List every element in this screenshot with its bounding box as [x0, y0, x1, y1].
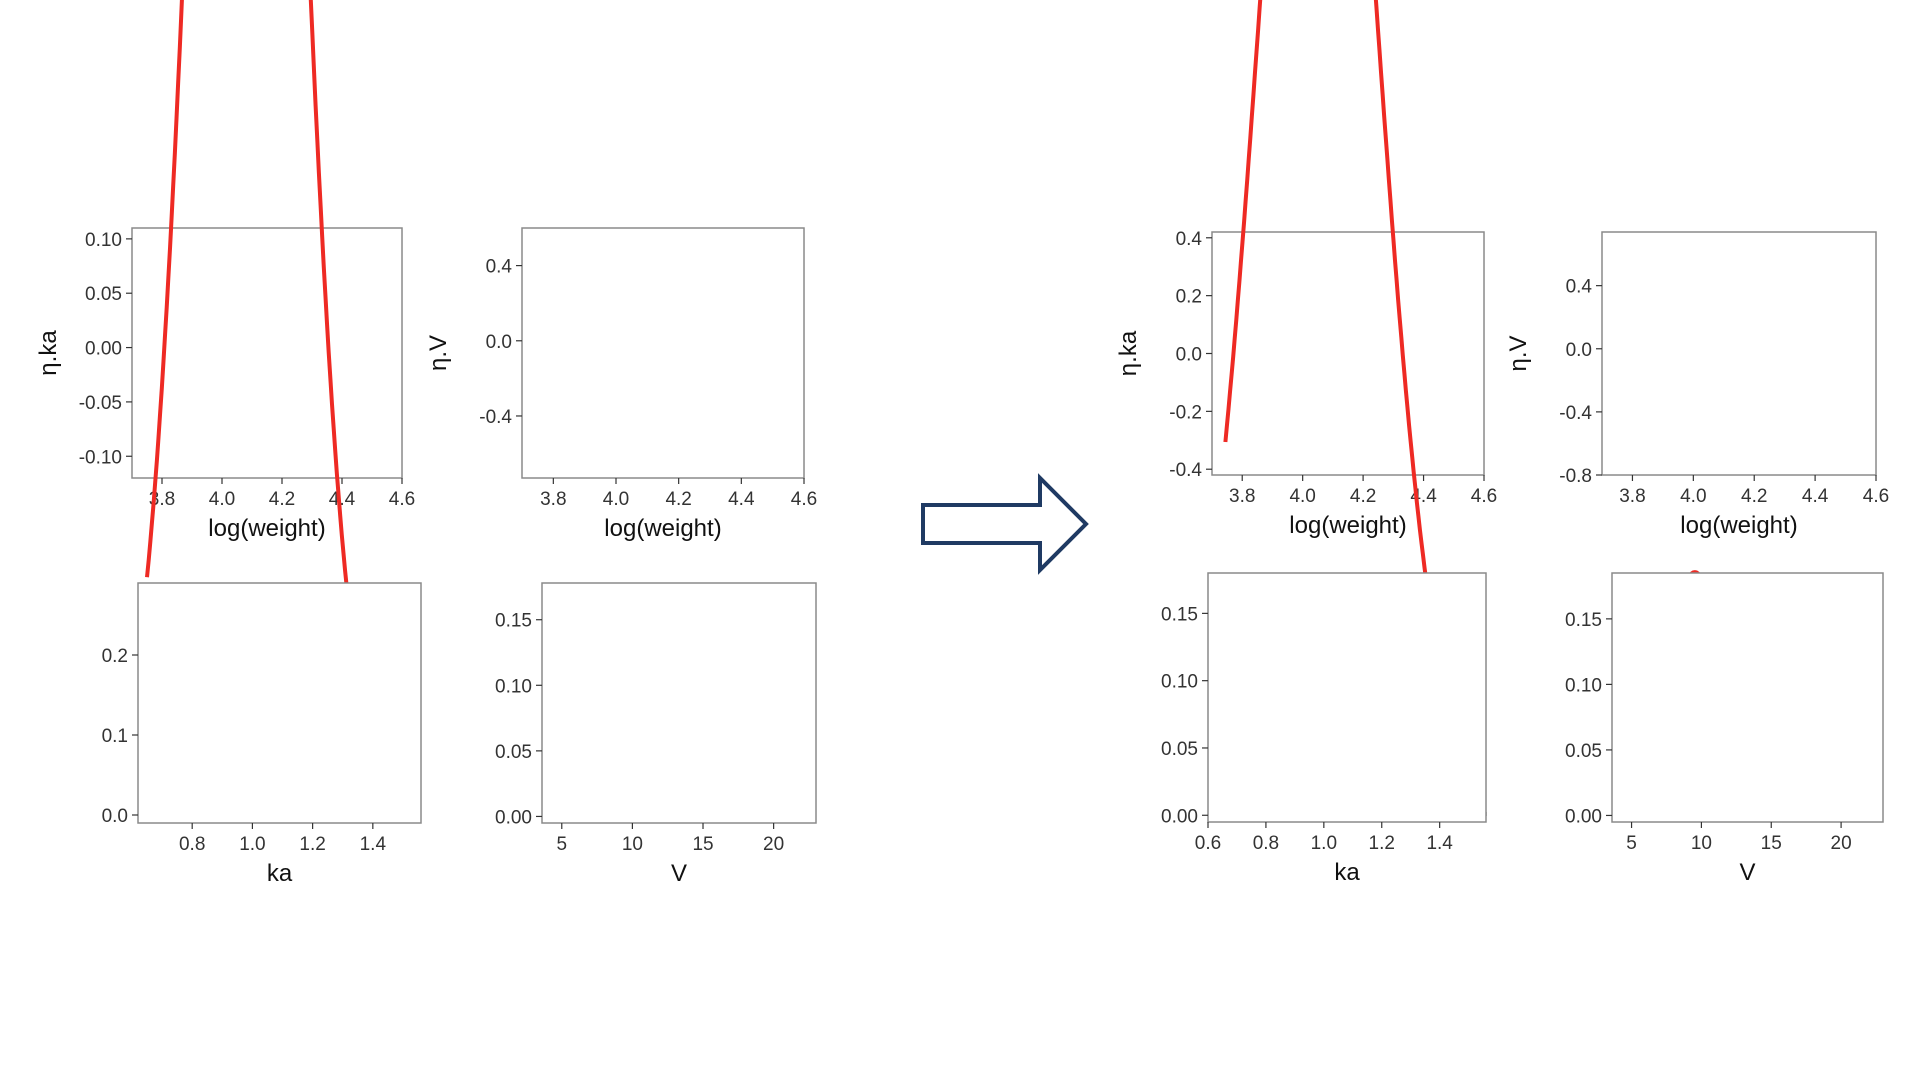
plot-border — [1207, 572, 1487, 823]
y-tick-label: 0.05 — [1565, 741, 1602, 762]
y-tick-label: 0.05 — [1161, 739, 1198, 760]
x-tick-label: 4.2 — [1350, 486, 1376, 507]
x-tick-label: 15 — [692, 834, 713, 855]
plot-border — [137, 582, 422, 824]
plot-border — [131, 227, 403, 479]
x-tick-label: 4.2 — [1741, 486, 1767, 507]
plot-border — [1211, 231, 1485, 476]
transition-arrow — [921, 473, 1089, 575]
y-tick-label: -0.2 — [1169, 402, 1202, 423]
chart-before-v-hist: 5 10 15 20 0.00 0.05 0.10 0.15 V — [495, 582, 817, 887]
x-tick-label: 4.6 — [389, 489, 415, 510]
x-tick-label: 0.8 — [179, 834, 205, 855]
chart-after-eta-ka: 3.8 4.0 4.2 4.4 4.6-0.4-0.20.00.20.4log(weig… — [1115, 229, 1497, 539]
y-axis-title: η.V — [1505, 335, 1532, 371]
y-tick-label: -0.05 — [79, 393, 122, 414]
x-axis-title: ka — [267, 860, 293, 887]
y-tick-label: -0.4 — [479, 407, 512, 428]
x-tick-label: 4.4 — [329, 489, 356, 510]
y-tick-label: 0.05 — [495, 742, 532, 763]
y-tick-label: 0.0 — [486, 332, 512, 353]
y-axis-title: η.ka — [35, 330, 62, 376]
x-tick-label: 4.6 — [1471, 486, 1497, 507]
y-tick-label: 0.00 — [85, 339, 122, 360]
x-tick-label: 10 — [622, 834, 643, 855]
x-axis-title: log(weight) — [208, 515, 325, 542]
x-tick-label: 1.0 — [1311, 833, 1337, 854]
y-tick-label: 0.2 — [1176, 287, 1202, 308]
y-tick-label: 0.00 — [495, 807, 532, 828]
x-tick-label: 0.6 — [1195, 833, 1221, 854]
x-tick-label: 4.6 — [1863, 486, 1889, 507]
x-tick-label: 1.0 — [239, 834, 265, 855]
chart-after-v-hist: 5 10 15 20 0.00 0.05 0.10 0.15 V — [1565, 570, 1884, 886]
x-axis-title: ka — [1334, 859, 1360, 886]
x-tick-label: 15 — [1761, 833, 1782, 854]
y-tick-label: -0.4 — [1169, 460, 1202, 481]
x-tick-label: 4.0 — [1680, 486, 1706, 507]
x-axis-title: V — [671, 860, 687, 887]
y-tick-label: 0.15 — [1565, 610, 1602, 631]
y-tick-label: -0.4 — [1559, 403, 1592, 424]
y-tick-label: -0.10 — [79, 447, 122, 468]
x-axis-title: V — [1739, 859, 1755, 886]
x-tick-label: 5 — [1626, 833, 1637, 854]
y-tick-label: 0.10 — [85, 230, 122, 251]
chart-after-eta-v: 3.8 4.0 4.2 4.4 4.6 -0.8 -0.4 0.0 0.4 log(weight)… — [1505, 231, 1889, 539]
x-tick-label: 4.6 — [791, 489, 817, 510]
x-tick-label: 4.2 — [269, 489, 295, 510]
x-tick-label: 1.2 — [1369, 833, 1395, 854]
chart-before-ka-hist: 0.8 1.0 1.2 1.4 0.0 0.1 0.2 ka — [102, 0, 422, 887]
x-tick-label: 1.2 — [299, 834, 325, 855]
y-tick-label: 0.15 — [495, 611, 532, 632]
y-tick-label: 0.00 — [1565, 806, 1602, 827]
x-tick-label: 1.4 — [360, 834, 387, 855]
y-tick-label: 0.0 — [1176, 345, 1202, 366]
y-tick-label: 0.0 — [1566, 340, 1592, 361]
y-tick-label: 0.00 — [1161, 806, 1198, 827]
y-tick-label: 0.1 — [102, 726, 128, 747]
x-tick-label: 20 — [1831, 833, 1852, 854]
x-tick-label: 3.8 — [1229, 486, 1255, 507]
x-tick-label: 0.8 — [1253, 833, 1279, 854]
x-axis-title: log(weight) — [1289, 512, 1406, 539]
y-tick-label: 0.05 — [85, 284, 122, 305]
x-tick-label: 3.8 — [1619, 486, 1645, 507]
x-tick-label: 10 — [1691, 833, 1712, 854]
x-axis-title: log(weight) — [604, 515, 721, 542]
chart-before-eta-ka: 3.8 4.0 4.2 4.4 4.6-0.10-0.050.000.050.10log… — [35, 227, 415, 542]
y-tick-label: 0.10 — [1565, 675, 1602, 696]
x-tick-label: 5 — [556, 834, 567, 855]
y-tick-label: 0.0 — [102, 806, 128, 827]
chart-after-ka-hist: 0.6 0.8 1.0 1.2 1.4 0.00 0.05 0.10 0.15 ka — [1161, 0, 1487, 886]
x-tick-label: 4.4 — [1802, 486, 1829, 507]
x-tick-label: 1.4 — [1426, 833, 1453, 854]
plot-border — [1601, 231, 1877, 476]
y-tick-label: -0.8 — [1559, 466, 1592, 487]
right-arrow-icon — [921, 473, 1089, 575]
x-tick-label: 20 — [763, 834, 784, 855]
plot-border — [1611, 572, 1884, 823]
x-axis-title: log(weight) — [1680, 512, 1797, 539]
y-tick-label: 0.4 — [1566, 277, 1593, 298]
x-tick-label: 3.8 — [540, 489, 566, 510]
chart-panels: 3.8 4.0 4.2 4.4 4.6-0.10-0.050.000.050.10log… — [35, 0, 1889, 887]
y-axis-title: η.ka — [1115, 330, 1142, 376]
y-tick-label: 0.4 — [1176, 229, 1203, 250]
y-tick-label: 0.10 — [495, 676, 532, 697]
chart-before-eta-v: 3.8 4.0 4.2 4.4 4.6 -0.4 0.0 0.4 log(weight) η.V — [425, 227, 817, 542]
x-tick-label: 4.4 — [728, 489, 755, 510]
y-tick-label: 0.2 — [102, 646, 128, 667]
plot-border — [521, 227, 805, 479]
x-tick-label: 4.0 — [603, 489, 629, 510]
x-tick-label: 4.0 — [1289, 486, 1315, 507]
y-axis-title: η.V — [425, 335, 452, 371]
plot-border — [541, 582, 817, 824]
x-tick-label: 4.2 — [665, 489, 691, 510]
y-tick-label: 0.15 — [1161, 604, 1198, 625]
y-tick-label: 0.4 — [486, 257, 513, 278]
x-tick-label: 4.0 — [209, 489, 235, 510]
y-tick-label: 0.10 — [1161, 672, 1198, 693]
